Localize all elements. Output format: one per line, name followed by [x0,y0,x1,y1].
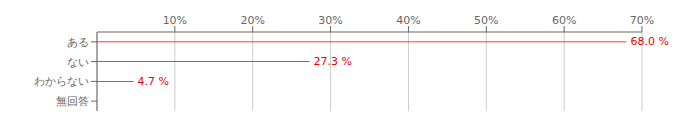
svg-text:27.3 %: 27.3 % [314,55,352,68]
svg-text:50%: 50% [474,14,498,27]
svg-text:40%: 40% [396,14,420,27]
svg-text:ある: ある [67,36,89,49]
svg-text:20%: 20% [240,14,264,27]
svg-text:68.0 %: 68.0 % [630,35,668,48]
svg-text:30%: 30% [318,14,342,27]
svg-text:ない: ない [67,56,89,69]
svg-text:わからない: わからない [34,75,89,88]
svg-text:10%: 10% [163,14,187,27]
svg-text:4.7 %: 4.7 % [138,75,169,88]
svg-text:70%: 70% [630,14,654,27]
svg-text:60%: 60% [552,14,576,27]
svg-text:無回答: 無回答 [56,95,89,108]
